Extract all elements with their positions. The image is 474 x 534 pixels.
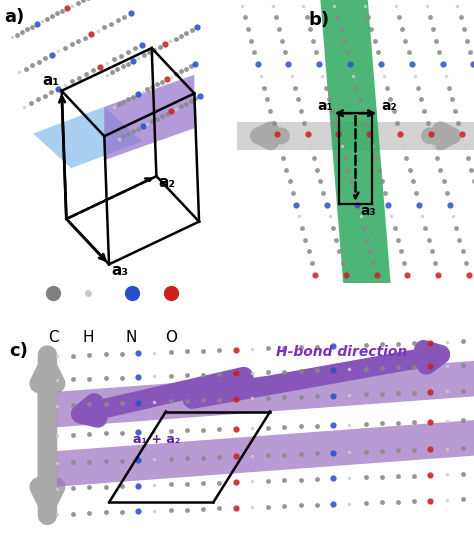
Text: a₂: a₂ bbox=[159, 175, 176, 190]
Text: N: N bbox=[126, 329, 137, 344]
Polygon shape bbox=[33, 107, 142, 168]
Text: a₂: a₂ bbox=[382, 99, 397, 113]
Polygon shape bbox=[320, 0, 391, 289]
Text: a₁: a₁ bbox=[318, 99, 333, 113]
Polygon shape bbox=[57, 419, 474, 486]
Text: a₁: a₁ bbox=[43, 74, 60, 89]
Text: a): a) bbox=[5, 8, 25, 26]
Text: H: H bbox=[82, 329, 94, 344]
Text: C: C bbox=[48, 329, 58, 344]
Text: a₁ + a₂: a₁ + a₂ bbox=[133, 433, 180, 446]
Text: a₃: a₃ bbox=[111, 263, 128, 278]
Polygon shape bbox=[104, 75, 194, 160]
Text: c): c) bbox=[9, 342, 28, 360]
Bar bbox=[237, 122, 474, 150]
Text: b): b) bbox=[308, 11, 329, 29]
Text: H-bond direction: H-bond direction bbox=[276, 345, 407, 359]
Text: a₃: a₃ bbox=[360, 204, 376, 218]
Text: O: O bbox=[165, 329, 177, 344]
Polygon shape bbox=[57, 360, 474, 427]
